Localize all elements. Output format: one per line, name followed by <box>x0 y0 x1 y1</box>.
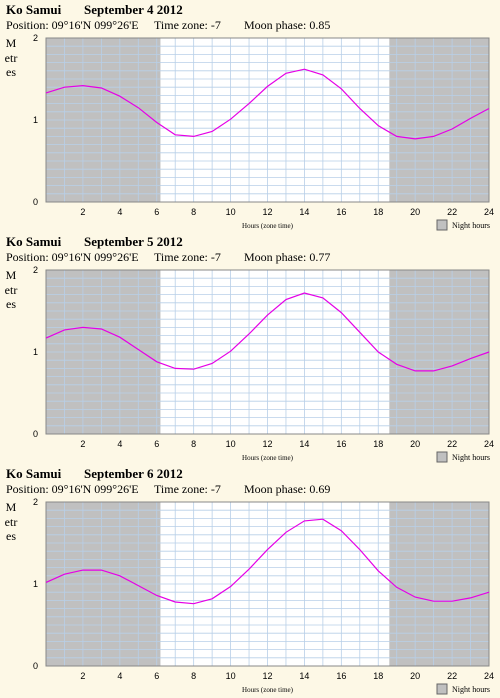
x-tick-label: 4 <box>117 671 122 681</box>
x-tick-label: 24 <box>484 439 494 449</box>
x-tick-label: 2 <box>80 439 85 449</box>
x-tick-label: 18 <box>373 207 383 217</box>
x-tick-label: 6 <box>154 439 159 449</box>
panel-info: Position: 09°16'N 099°26'E Time zone: -7… <box>6 482 330 497</box>
x-tick-label: 24 <box>484 207 494 217</box>
plot-frame <box>45 37 490 203</box>
x-tick-label: 18 <box>373 439 383 449</box>
location-name: Ko Samui <box>6 234 62 249</box>
panel-date: September 6 2012 <box>84 466 183 481</box>
timezone-text: Time zone: -7 <box>154 250 221 264</box>
panel-info: Position: 09°16'N 099°26'E Time zone: -7… <box>6 18 330 33</box>
y-tick-label: 0 <box>33 661 38 671</box>
panel-date: September 4 2012 <box>84 2 183 17</box>
x-tick-label: 20 <box>410 439 420 449</box>
tide-panel-sep-5: Ko Samui September 5 2012 Position: 09°1… <box>0 234 500 466</box>
x-tick-label: 22 <box>447 207 457 217</box>
y-tick-label: 2 <box>33 497 38 507</box>
y-tick-label: 0 <box>33 429 38 439</box>
x-tick-label: 16 <box>336 207 346 217</box>
x-axis-label: Hours (zone time) <box>242 222 294 230</box>
y-axis-label: Metres <box>4 268 18 311</box>
y-axis-label: Metres <box>4 500 18 543</box>
x-tick-label: 12 <box>262 439 272 449</box>
panel-heading: Ko Samui September 4 2012 <box>6 2 183 18</box>
x-tick-label: 20 <box>410 671 420 681</box>
x-tick-label: 18 <box>373 671 383 681</box>
y-tick-label: 1 <box>33 347 38 357</box>
x-axis-label: Hours (zone time) <box>242 686 294 694</box>
x-tick-label: 24 <box>484 671 494 681</box>
night-hours-swatch <box>436 219 448 231</box>
position-text: Position: 09°16'N 099°26'E <box>6 18 139 32</box>
tide-panel-sep-6: Ko Samui September 6 2012 Position: 09°1… <box>0 466 500 698</box>
x-tick-label: 2 <box>80 671 85 681</box>
position-text: Position: 09°16'N 099°26'E <box>6 250 139 264</box>
x-tick-label: 6 <box>154 671 159 681</box>
panel-heading: Ko Samui September 6 2012 <box>6 466 183 482</box>
x-tick-label: 14 <box>299 207 309 217</box>
x-tick-label: 10 <box>226 439 236 449</box>
y-tick-label: 2 <box>33 33 38 43</box>
night-hours-swatch <box>436 683 448 695</box>
x-axis-label: Hours (zone time) <box>242 454 294 462</box>
x-tick-label: 4 <box>117 439 122 449</box>
moon-phase-text: Moon phase: 0.85 <box>244 18 331 32</box>
panel-heading: Ko Samui September 5 2012 <box>6 234 183 250</box>
panel-date: September 5 2012 <box>84 234 183 249</box>
timezone-text: Time zone: -7 <box>154 482 221 496</box>
position-text: Position: 09°16'N 099°26'E <box>6 482 139 496</box>
night-hours-swatch <box>436 451 448 463</box>
x-tick-label: 22 <box>447 439 457 449</box>
x-tick-label: 12 <box>262 207 272 217</box>
y-axis-label: Metres <box>4 36 18 79</box>
x-tick-label: 20 <box>410 207 420 217</box>
moon-phase-text: Moon phase: 0.77 <box>244 250 331 264</box>
x-tick-label: 6 <box>154 207 159 217</box>
location-name: Ko Samui <box>6 2 62 17</box>
location-name: Ko Samui <box>6 466 62 481</box>
x-tick-label: 14 <box>299 439 309 449</box>
x-tick-label: 8 <box>191 671 196 681</box>
y-tick-label: 1 <box>33 579 38 589</box>
tide-height-curve <box>45 518 490 605</box>
night-hours-legend-label: Night hours <box>452 221 490 230</box>
y-tick-label: 1 <box>33 115 38 125</box>
night-hours-legend-label: Night hours <box>452 453 490 462</box>
night-hours-legend-label: Night hours <box>452 685 490 694</box>
tide-panel-sep-4: Ko Samui September 4 2012 Position: 09°1… <box>0 2 500 234</box>
x-tick-label: 14 <box>299 671 309 681</box>
x-tick-label: 12 <box>262 671 272 681</box>
y-tick-label: 0 <box>33 197 38 207</box>
x-tick-label: 16 <box>336 671 346 681</box>
panel-info: Position: 09°16'N 099°26'E Time zone: -7… <box>6 250 330 265</box>
x-tick-label: 4 <box>117 207 122 217</box>
x-tick-label: 16 <box>336 439 346 449</box>
x-tick-label: 8 <box>191 207 196 217</box>
plot-frame <box>45 501 490 667</box>
timezone-text: Time zone: -7 <box>154 18 221 32</box>
x-tick-label: 2 <box>80 207 85 217</box>
moon-phase-text: Moon phase: 0.69 <box>244 482 331 496</box>
x-tick-label: 8 <box>191 439 196 449</box>
tide-height-curve <box>45 292 490 372</box>
y-tick-label: 2 <box>33 265 38 275</box>
x-tick-label: 10 <box>226 671 236 681</box>
x-tick-label: 22 <box>447 671 457 681</box>
x-tick-label: 10 <box>226 207 236 217</box>
tide-height-curve <box>45 68 490 140</box>
